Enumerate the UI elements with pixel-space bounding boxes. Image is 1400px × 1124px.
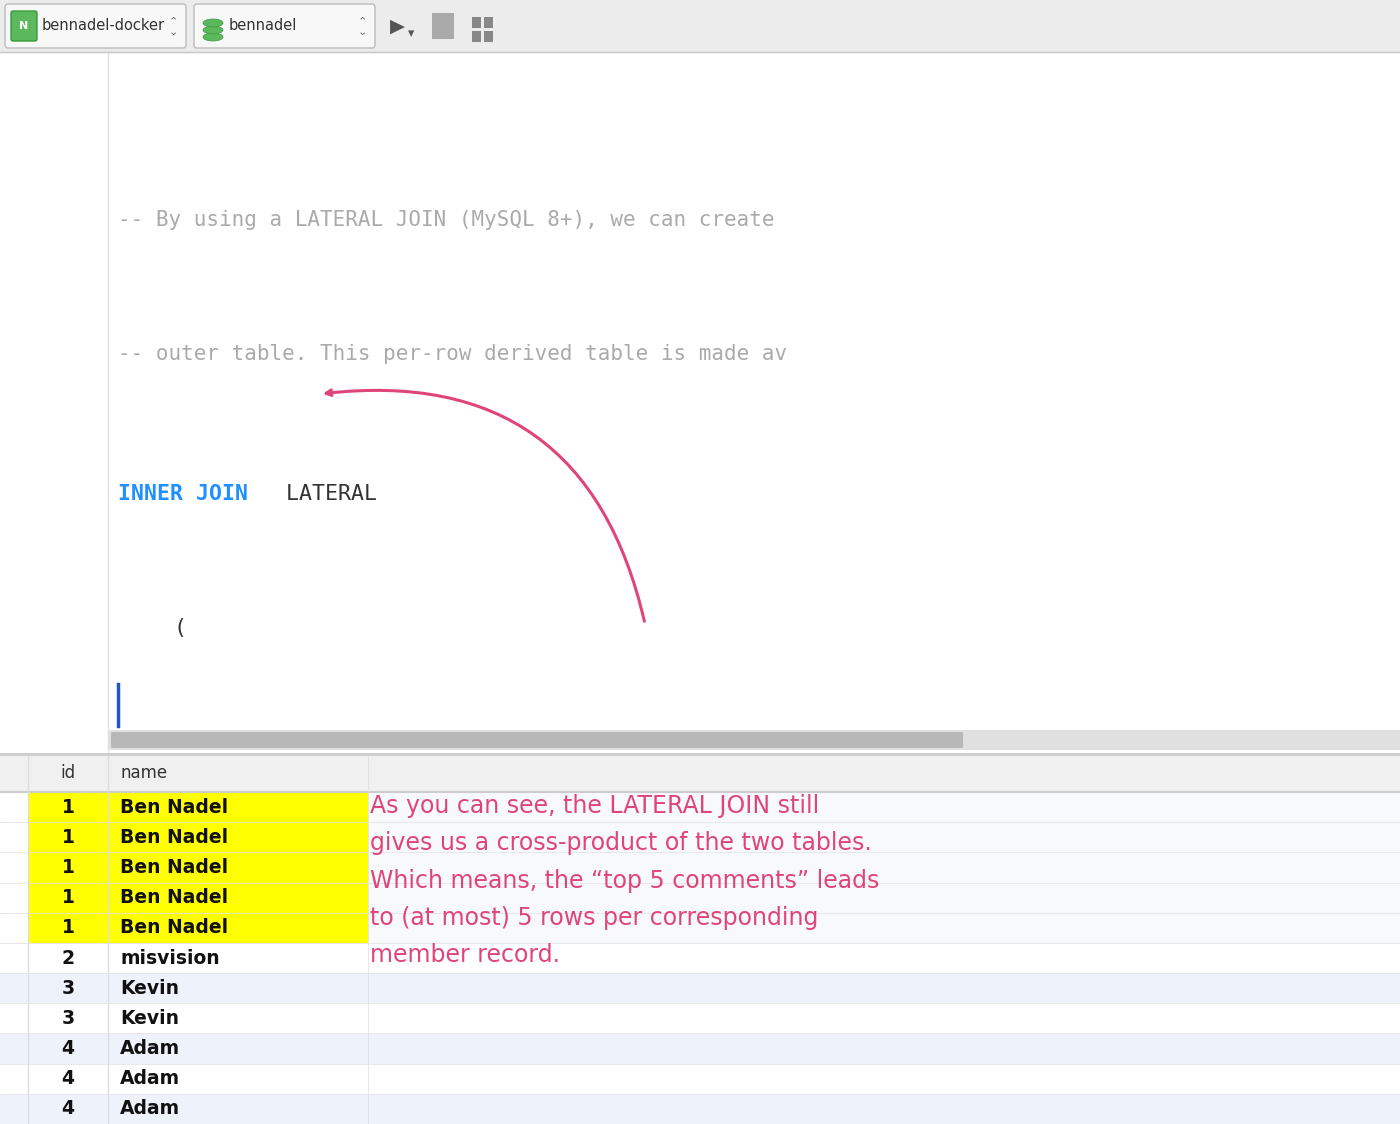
Bar — [484, 31, 493, 42]
Text: Adam: Adam — [120, 1039, 181, 1058]
FancyBboxPatch shape — [195, 4, 375, 48]
Text: Adam: Adam — [120, 1099, 181, 1118]
Text: bennadel-docker: bennadel-docker — [42, 18, 165, 34]
Text: 3: 3 — [62, 1009, 74, 1027]
Bar — [28, 913, 368, 943]
Bar — [0, 1004, 1400, 1033]
Text: ⌄: ⌄ — [168, 27, 178, 37]
Text: bennadel: bennadel — [230, 18, 297, 34]
Bar — [368, 882, 1400, 913]
Bar — [0, 943, 1400, 973]
Text: -- outer table. This per-row derived table is made av: -- outer table. This per-row derived tab… — [118, 344, 787, 364]
Text: 4: 4 — [62, 1069, 74, 1088]
Bar — [0, 973, 1400, 1004]
Text: Ben Nadel: Ben Nadel — [120, 888, 228, 907]
Bar — [108, 729, 1400, 750]
Text: 2: 2 — [62, 949, 74, 968]
Text: N: N — [20, 21, 28, 31]
Text: 4: 4 — [62, 1039, 74, 1058]
Ellipse shape — [203, 19, 223, 27]
Bar — [0, 1033, 1400, 1063]
Bar — [0, 1063, 1400, 1094]
Bar — [0, 792, 28, 822]
Bar — [28, 822, 368, 852]
Bar — [0, 754, 1400, 1124]
Text: ⌃: ⌃ — [357, 16, 367, 26]
Bar — [472, 17, 482, 28]
Ellipse shape — [203, 26, 223, 34]
Text: id: id — [60, 764, 76, 782]
Bar — [368, 792, 1400, 822]
Text: misvision: misvision — [120, 949, 220, 968]
Text: Ben Nadel: Ben Nadel — [120, 827, 228, 846]
Text: Ben Nadel: Ben Nadel — [120, 918, 228, 937]
Bar — [0, 913, 28, 943]
Bar — [0, 52, 1400, 754]
Text: 1: 1 — [62, 888, 74, 907]
Text: ▶: ▶ — [391, 17, 405, 36]
Text: As you can see, the LATERAL JOIN still
gives us a cross-product of the two table: As you can see, the LATERAL JOIN still g… — [370, 794, 879, 967]
FancyBboxPatch shape — [6, 4, 186, 48]
Bar — [28, 852, 368, 882]
Ellipse shape — [203, 33, 223, 40]
Text: ⌃: ⌃ — [168, 16, 178, 26]
Text: 4: 4 — [62, 1099, 74, 1118]
Text: name: name — [120, 764, 167, 782]
Text: Ben Nadel: Ben Nadel — [120, 798, 228, 817]
Bar — [0, 882, 28, 913]
Text: 1: 1 — [62, 918, 74, 937]
Text: Ben Nadel: Ben Nadel — [120, 858, 228, 877]
Bar — [0, 754, 1400, 792]
Text: Kevin: Kevin — [120, 1009, 179, 1027]
Bar — [0, 0, 1400, 52]
Text: 1: 1 — [62, 798, 74, 817]
Bar — [28, 792, 368, 822]
Text: ▾: ▾ — [407, 27, 414, 40]
FancyBboxPatch shape — [111, 732, 963, 747]
Text: 1: 1 — [62, 858, 74, 877]
Bar — [0, 852, 28, 882]
Bar — [0, 822, 28, 852]
Text: 1: 1 — [62, 827, 74, 846]
Bar — [368, 822, 1400, 852]
Bar — [28, 882, 368, 913]
Bar — [0, 1094, 1400, 1124]
Text: -- By using a LATERAL JOIN (MySQL 8+), we can create: -- By using a LATERAL JOIN (MySQL 8+), w… — [118, 210, 774, 230]
Text: Kevin: Kevin — [120, 979, 179, 998]
Bar — [368, 852, 1400, 882]
Text: ⌄: ⌄ — [357, 27, 367, 37]
Bar — [368, 913, 1400, 943]
Text: Adam: Adam — [120, 1069, 181, 1088]
FancyBboxPatch shape — [11, 11, 36, 40]
Bar — [433, 13, 454, 39]
Text: (: ( — [174, 618, 186, 637]
Text: LATERAL: LATERAL — [273, 484, 377, 505]
Bar — [484, 17, 493, 28]
Text: INNER JOIN: INNER JOIN — [118, 484, 248, 505]
Text: 3: 3 — [62, 979, 74, 998]
Bar — [472, 31, 482, 42]
